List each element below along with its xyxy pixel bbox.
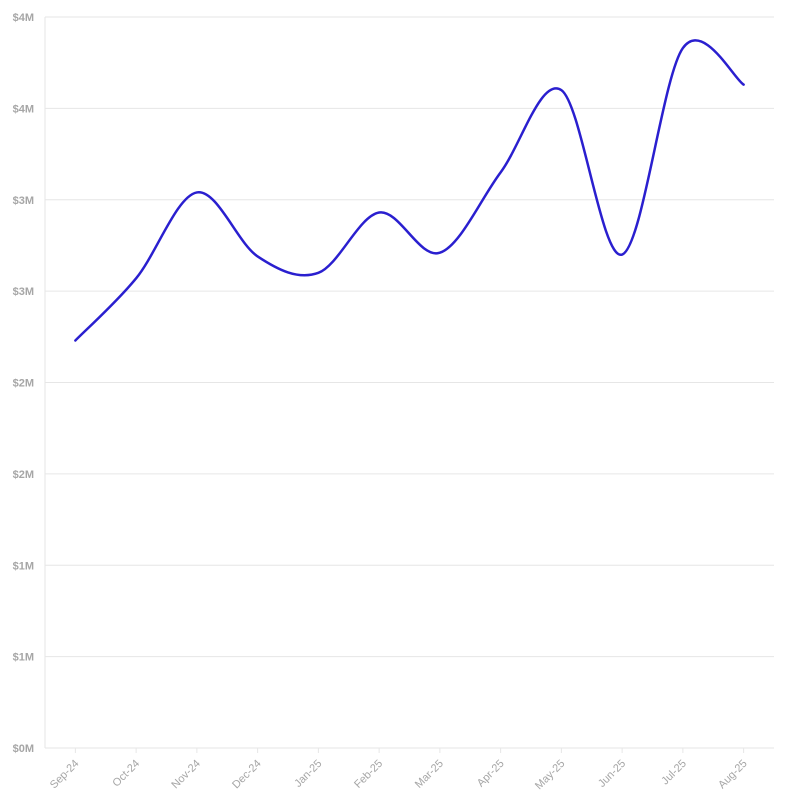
y-axis: $0M $1M $1M $2M $2M $3M $3M $4M $4M [13,12,46,755]
x-tick-label: May-25 [533,758,567,792]
data-point [680,45,686,51]
x-tick-label: Jan-25 [292,758,324,790]
data-point [498,169,504,175]
x-tick-label: Jun-25 [596,758,628,790]
y-tick-label: $4M [13,12,34,24]
x-tick-label: Dec-24 [230,758,264,792]
data-point [255,253,261,259]
data-point [376,210,382,216]
y-tick-label: $1M [13,560,34,572]
y-tick-label: $0M [13,743,34,755]
data-point [741,82,747,88]
data-point [619,252,625,258]
y-tick-label: $1M [13,652,34,664]
data-point [437,250,443,256]
gridlines [45,16,774,749]
x-tick-label: Oct-24 [110,758,142,790]
data-point [558,87,564,93]
y-tick-label: $2M [13,469,34,481]
x-tick-label: Mar-25 [413,758,446,791]
x-tick-label: Nov-24 [169,758,203,792]
series-layer [72,39,747,343]
series-line [74,39,745,342]
x-tick-label: Sep-24 [48,758,82,792]
data-point [315,270,321,276]
x-tick-label: Aug-25 [716,758,750,792]
y-tick-label: $3M [13,195,34,207]
data-point [133,275,139,281]
y-tick-label: $2M [13,378,34,390]
x-tick-label: Feb-25 [352,758,385,791]
y-tick-label: $3M [13,286,34,298]
data-point [194,189,200,195]
x-tick-label: Jul-25 [659,758,689,788]
x-tick-label: Apr-25 [475,758,507,790]
data-point [72,337,78,343]
y-tick-label: $4M [13,103,34,115]
x-axis: Sep-24 Oct-24 Nov-24 Dec-24 Jan-25 Feb-25 Mar-… [48,748,750,792]
